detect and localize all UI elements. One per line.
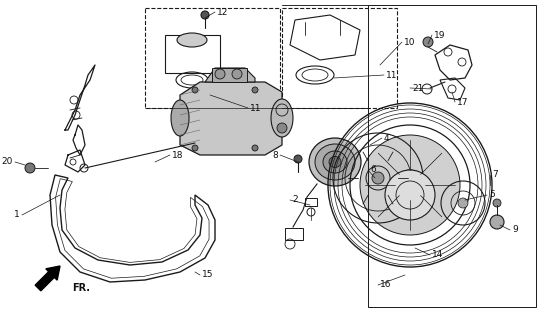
- Circle shape: [232, 69, 242, 79]
- Circle shape: [402, 177, 418, 193]
- Circle shape: [423, 37, 433, 47]
- Circle shape: [277, 123, 287, 133]
- Bar: [305, 198, 317, 206]
- Text: 4: 4: [384, 133, 390, 142]
- Circle shape: [192, 145, 198, 151]
- Bar: [368, 5, 536, 307]
- Circle shape: [252, 145, 258, 151]
- Text: 8: 8: [272, 150, 278, 159]
- Ellipse shape: [177, 33, 207, 47]
- Text: 1: 1: [14, 211, 20, 220]
- Text: FR.: FR.: [72, 283, 90, 293]
- Ellipse shape: [323, 151, 347, 173]
- Text: 18: 18: [172, 150, 183, 159]
- Circle shape: [25, 163, 35, 173]
- Text: 15: 15: [202, 270, 213, 279]
- Circle shape: [372, 172, 384, 184]
- Text: 20: 20: [2, 157, 13, 166]
- Text: 17: 17: [457, 98, 468, 107]
- Text: 11: 11: [250, 103, 262, 113]
- Text: 21: 21: [412, 84, 423, 92]
- Circle shape: [385, 170, 435, 220]
- Ellipse shape: [315, 144, 355, 180]
- Circle shape: [458, 198, 468, 208]
- Bar: [145, 8, 280, 108]
- Ellipse shape: [329, 156, 341, 167]
- Text: 6: 6: [370, 165, 376, 174]
- Polygon shape: [205, 68, 255, 82]
- Circle shape: [360, 135, 460, 235]
- Text: 11: 11: [386, 70, 398, 79]
- Ellipse shape: [271, 99, 293, 137]
- Circle shape: [294, 155, 302, 163]
- Text: 2: 2: [292, 196, 298, 204]
- Circle shape: [490, 215, 504, 229]
- Text: 14: 14: [432, 251, 443, 260]
- Text: 12: 12: [217, 7, 228, 17]
- Text: 16: 16: [380, 281, 392, 290]
- Polygon shape: [180, 82, 282, 155]
- Circle shape: [395, 170, 425, 200]
- Text: 5: 5: [489, 190, 494, 199]
- Bar: [282, 8, 397, 108]
- Bar: [212, 68, 247, 82]
- Bar: [165, 35, 220, 73]
- Text: 10: 10: [404, 37, 416, 46]
- Ellipse shape: [171, 100, 189, 136]
- Ellipse shape: [309, 138, 361, 186]
- Bar: [285, 228, 303, 240]
- FancyArrow shape: [35, 266, 60, 291]
- Circle shape: [366, 166, 390, 190]
- Circle shape: [201, 11, 209, 19]
- Circle shape: [192, 87, 198, 93]
- Circle shape: [215, 69, 225, 79]
- Text: 9: 9: [512, 226, 518, 235]
- Circle shape: [252, 87, 258, 93]
- Text: 7: 7: [492, 171, 498, 180]
- Text: 19: 19: [434, 30, 446, 39]
- Circle shape: [493, 199, 501, 207]
